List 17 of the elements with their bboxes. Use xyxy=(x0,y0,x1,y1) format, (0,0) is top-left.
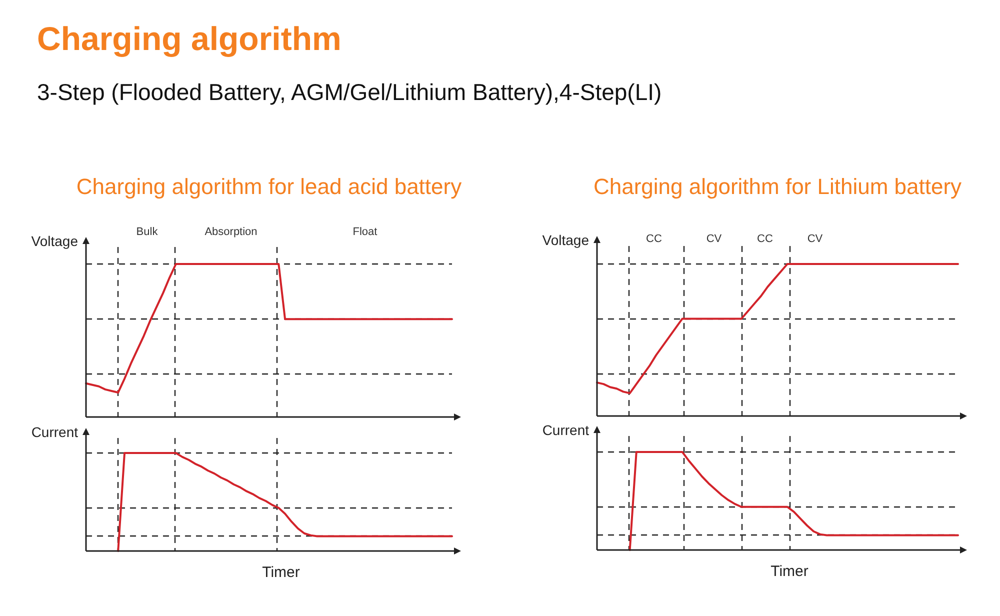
text: Float xyxy=(352,226,378,238)
y-axis-title: Current xyxy=(31,424,78,440)
x-axis-title: Timer xyxy=(770,563,808,580)
text: Bulk xyxy=(136,226,158,238)
x-axis-title: Timer xyxy=(262,564,300,581)
chart-title: Charging algorithm for lead acid battery xyxy=(76,174,462,199)
text: 3-Step (Flooded Battery, AGM/Gel/Lithium Battery),4-Step(LI) xyxy=(37,79,662,105)
chart-title: Charging algorithm for Lithium battery xyxy=(593,174,962,199)
y-axis-title: Current xyxy=(542,422,590,438)
text: Charging algorithm xyxy=(37,20,342,57)
text: CV xyxy=(807,233,824,245)
text: CV xyxy=(706,233,722,245)
y-axis-title: Voltage xyxy=(31,233,78,249)
y-axis-title: Voltage xyxy=(542,232,590,248)
text: CC xyxy=(646,233,662,245)
text: Absorption xyxy=(204,226,258,238)
text: CC xyxy=(757,233,773,245)
